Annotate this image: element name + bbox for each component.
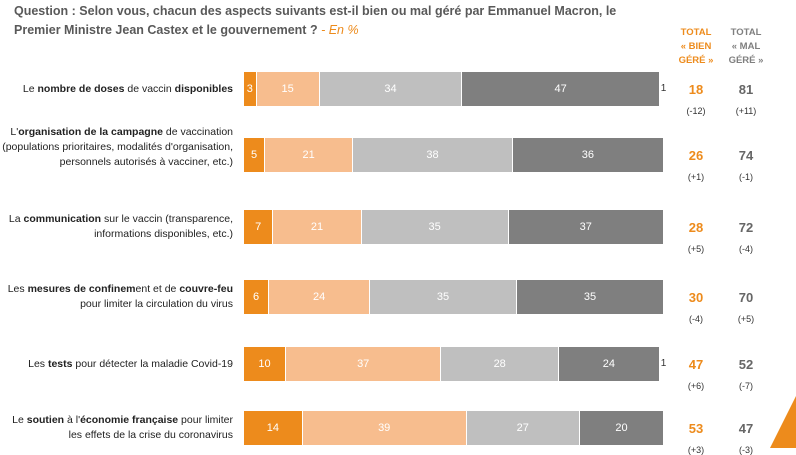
header-mal-line3: GÉRÉ » <box>728 55 764 66</box>
delta-bien-value: (+1) <box>687 172 705 182</box>
label-bold-part: disponibles <box>174 82 233 95</box>
bar-segment-tres-mal: 47 <box>462 72 660 106</box>
bar-row: 10 37 28 24 <box>244 347 664 381</box>
bar-segment-tres-mal: 20 <box>580 411 664 445</box>
bar-row: 6 24 35 35 <box>244 280 664 314</box>
no-answer-value: 1 <box>660 358 667 369</box>
delta-bien-value: (-12) <box>686 106 706 116</box>
bar-segment-plutot-bien: 15 <box>256 72 320 106</box>
total-mal-value: 74 <box>738 148 754 163</box>
bar-row: 5 21 38 36 <box>244 138 664 172</box>
bar-segment-plutot-bien: 37 <box>286 347 442 381</box>
delta-mal-value: (-4) <box>739 244 753 254</box>
header-total-bien: TOTAL « BIEN GÉRÉ » <box>674 26 718 68</box>
bar-segment-plutot-mal: 38 <box>353 138 513 172</box>
label-part: pour détecter la maladie Covid-19 <box>72 357 233 370</box>
label-bold-part: soutien <box>26 414 65 426</box>
delta-bien-value: (+6) <box>687 381 705 391</box>
delta-bien-value: (+3) <box>687 445 705 455</box>
label-bold-part: tests <box>47 357 73 370</box>
row-label: La communication sur le vaccin (transpar… <box>0 212 233 242</box>
label-part: de vaccin <box>124 82 175 95</box>
label-part: ent et de <box>135 283 180 295</box>
label-part: de vaccination (populations prioritaires… <box>2 126 233 168</box>
total-bien-value: 30 <box>688 290 704 305</box>
question-body: Question : Selon vous, chacun des aspect… <box>14 4 617 37</box>
row-label: Les mesures de confinement et de couvre-… <box>0 282 233 312</box>
bar-row: 7 21 35 37 <box>244 210 664 244</box>
delta-bien-value: (-4) <box>689 314 703 324</box>
question-text: Question : Selon vous, chacun des aspect… <box>14 2 654 40</box>
total-bien-value: 53 <box>688 421 704 436</box>
bar-segment-tres-bien: 3 <box>244 72 257 106</box>
label-bold-part: économie française <box>80 414 179 426</box>
total-mal-value: 81 <box>738 82 754 97</box>
total-bien-value: 18 <box>688 82 704 97</box>
header-mal-line1: TOTAL <box>730 27 762 38</box>
header-bien-line1: TOTAL <box>680 27 712 38</box>
bar-segment-plutot-mal: 27 <box>466 411 580 445</box>
label-part: La <box>8 213 24 225</box>
label-part: pour limiter la circulation du virus <box>80 298 233 310</box>
label-part: Les <box>28 357 48 370</box>
bar-segment-tres-bien: 14 <box>244 411 303 445</box>
row-label: L'organisation de la campagne de vaccina… <box>0 125 233 170</box>
question-unit: - En % <box>321 23 359 37</box>
label-bold-part: nombre de doses <box>37 82 125 95</box>
bar-segment-plutot-bien: 24 <box>269 280 370 314</box>
bar-segment-tres-mal: 37 <box>508 210 664 244</box>
bar-row: 14 39 27 20 <box>244 411 664 445</box>
delta-mal-value: (+5) <box>737 314 755 324</box>
label-bold-part: organisation de la campagne <box>18 126 163 138</box>
total-bien-value: 28 <box>688 220 704 235</box>
label-part: Les <box>7 283 28 295</box>
header-total-mal: TOTAL « MAL GÉRÉ » <box>724 26 768 68</box>
header-bien-line3: GÉRÉ » <box>678 55 714 66</box>
label-bold-part: mesures de confinem <box>27 283 136 295</box>
bar-segment-tres-bien: 10 <box>244 347 286 381</box>
label-part: sur le vaccin (transparence, information… <box>94 213 233 240</box>
total-bien-value: 47 <box>688 357 704 372</box>
delta-mal-value: (-1) <box>739 172 753 182</box>
bar-segment-plutot-mal: 28 <box>441 347 559 381</box>
bar-segment-plutot-bien: 21 <box>273 210 362 244</box>
bar-segment-tres-bien: 5 <box>244 138 265 172</box>
label-part: Le <box>12 414 27 426</box>
corner-decoration <box>770 396 796 448</box>
delta-mal-value: (-7) <box>739 381 753 391</box>
bar-segment-tres-mal: 35 <box>517 280 664 314</box>
bar-segment-tres-bien: 7 <box>244 210 274 244</box>
header-mal-line2: « MAL <box>731 41 761 52</box>
total-mal-value: 47 <box>738 421 754 436</box>
total-mal-value: 72 <box>738 220 754 235</box>
bar-segment-plutot-mal: 35 <box>361 210 509 244</box>
label-bold-part: couvre-feu <box>179 283 233 295</box>
bar-segment-tres-mal: 36 <box>512 138 664 172</box>
total-bien-value: 26 <box>688 148 704 163</box>
bar-segment-plutot-mal: 35 <box>370 280 517 314</box>
no-answer-value: 1 <box>660 83 667 94</box>
delta-mal-value: (-3) <box>739 445 753 455</box>
total-mal-value: 70 <box>738 290 754 305</box>
label-bold-part: communication <box>23 213 102 225</box>
bar-segment-plutot-bien: 39 <box>302 411 467 445</box>
label-part: pour limiter les effets de la crise du c… <box>68 414 233 441</box>
label-part: L' <box>10 126 19 138</box>
bar-segment-tres-mal: 24 <box>559 347 660 381</box>
delta-mal-value: (+11) <box>735 106 757 116</box>
bar-segment-plutot-mal: 34 <box>319 72 463 106</box>
row-label: Le soutien à l'économie française pour l… <box>0 413 233 443</box>
label-part: Le <box>22 82 38 95</box>
bar-segment-plutot-bien: 21 <box>265 138 354 172</box>
row-label: Le nombre de doses de vaccin disponibles <box>0 82 233 97</box>
row-label: Les tests pour détecter la maladie Covid… <box>0 357 233 372</box>
bar-row: 3 15 34 47 <box>244 72 664 106</box>
delta-bien-value: (+5) <box>687 244 705 254</box>
header-bien-line2: « BIEN <box>680 41 712 52</box>
bar-segment-tres-bien: 6 <box>244 280 270 314</box>
label-part: à l' <box>64 414 81 426</box>
total-mal-value: 52 <box>738 357 754 372</box>
